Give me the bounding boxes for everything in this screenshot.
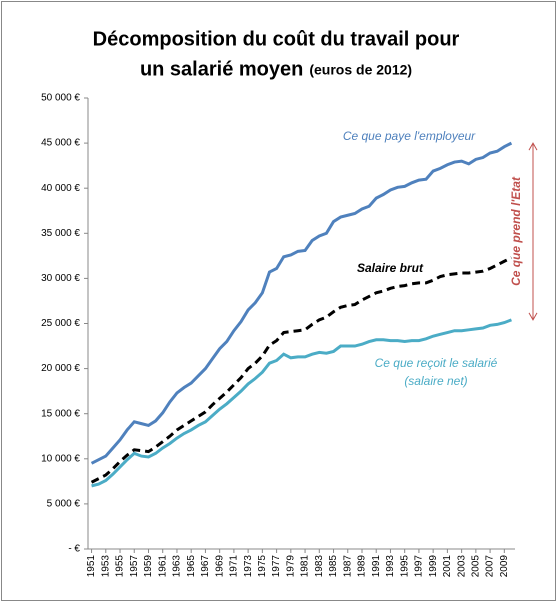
chart-title: Décomposition du coût du travail pour [93,28,460,50]
x-tick-label: 1983 [314,555,325,578]
x-tick-label: 1991 [371,555,382,578]
x-tick-label: 1961 [157,555,168,578]
series-label: Ce que paye l'employeur [343,129,476,143]
x-tick-label: 1975 [257,555,268,578]
x-tick-label: 1963 [172,555,183,578]
y-tick-label: 50 000 € [41,93,80,104]
x-tick-label: 1989 [357,555,368,578]
series-line [91,318,512,488]
x-tick-label: 1965 [186,555,197,578]
x-tick-label: 1993 [385,555,396,578]
y-tick-label: 5 000 € [47,499,81,510]
x-tick-label: 1973 [243,555,254,578]
y-tick-label: 25 000 € [41,318,80,329]
x-tick-label: 1967 [200,555,211,578]
x-tick-label: 1999 [428,555,439,578]
x-tick-label: 1977 [271,555,282,578]
series-label: Ce que reçoit le salarié [375,356,498,370]
x-tick-label: 2001 [442,555,453,578]
x-tick-label: 1995 [399,555,410,578]
x-tick-label: 1969 [214,555,225,578]
x-tick-label: 1959 [143,555,154,578]
x-tick-label: 2007 [485,555,496,578]
series-line [90,141,513,465]
y-tick-label: 10 000 € [41,453,80,464]
x-tick-label: 1981 [300,555,311,578]
y-tick-label: 45 000 € [41,138,80,149]
x-tick-label: 1985 [328,555,339,578]
x-tick-label: 1987 [342,555,353,578]
y-tick-label: 20 000 € [41,363,80,374]
x-tick-label: 1979 [285,555,296,578]
gap-label: Ce que prend l'Etat [509,176,523,286]
x-tick-label: 2005 [470,555,481,578]
chart-title: un salarié moyen [140,58,303,80]
x-tick-label: 2009 [499,555,510,578]
x-tick-label: 1953 [100,555,111,578]
x-tick-label: 1997 [414,555,425,578]
x-tick-label: 1971 [229,555,240,578]
x-tick-label: 2003 [456,555,467,578]
x-tick-label: 1955 [115,555,126,578]
y-tick-label: - € [68,544,80,555]
y-tick-label: 30 000 € [41,273,80,284]
series-label: Salaire brut [357,261,424,275]
gap-arrow-head [528,142,538,151]
series-note: (salaire net) [404,374,467,388]
chart-border [1,1,556,601]
y-tick-label: 15 000 € [41,408,80,419]
x-tick-label: 1957 [129,555,140,578]
y-tick-label: 35 000 € [41,228,80,239]
x-tick-label: 1951 [86,555,97,578]
series-line [90,256,513,484]
gap-arrow-head [528,312,538,321]
y-tick-label: 40 000 € [41,183,80,194]
chart-subtitle: (euros de 2012) [309,62,412,78]
